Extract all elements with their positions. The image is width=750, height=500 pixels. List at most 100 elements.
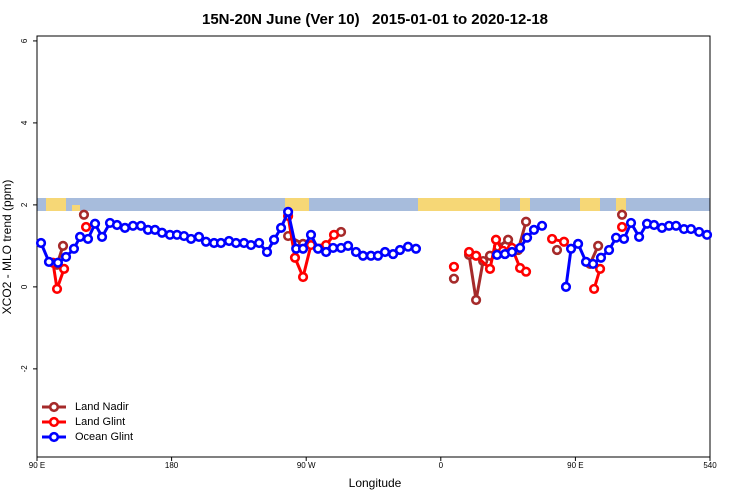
data-point bbox=[546, 233, 558, 245]
data-point bbox=[587, 258, 599, 270]
x-axis-label: Longitude bbox=[349, 476, 402, 490]
map-strip bbox=[37, 198, 710, 211]
data-point bbox=[593, 240, 604, 251]
data-point bbox=[410, 243, 422, 254]
data-point bbox=[402, 241, 414, 252]
legend-marker bbox=[48, 401, 60, 413]
legend-label: Ocean Glint bbox=[75, 431, 133, 443]
data-point bbox=[74, 231, 86, 242]
data-point bbox=[89, 218, 101, 229]
data-point bbox=[625, 217, 637, 229]
y-tick-label: 0 bbox=[20, 284, 29, 289]
data-point bbox=[96, 231, 108, 242]
data-point bbox=[156, 227, 168, 238]
data-point bbox=[701, 229, 713, 240]
data-point bbox=[253, 237, 265, 249]
data-point bbox=[520, 216, 532, 227]
x-tick-label: 90 E bbox=[29, 461, 45, 470]
data-point bbox=[594, 263, 606, 274]
x-tick-label: 180 bbox=[165, 461, 179, 470]
y-tick-label: 4 bbox=[20, 120, 29, 125]
data-point bbox=[448, 261, 460, 272]
data-point bbox=[78, 209, 90, 220]
data-point bbox=[193, 231, 205, 242]
data-point bbox=[506, 246, 518, 258]
legend-label: Land Glint bbox=[75, 416, 125, 428]
data-point bbox=[484, 263, 496, 274]
data-point bbox=[572, 238, 584, 249]
data-point bbox=[289, 252, 301, 263]
data-point bbox=[648, 219, 660, 231]
data-point bbox=[670, 220, 682, 231]
y-tick-label: -2 bbox=[20, 365, 29, 373]
data-point bbox=[693, 226, 705, 238]
data-point bbox=[503, 234, 514, 245]
data-point bbox=[68, 243, 80, 254]
legend-marker bbox=[48, 416, 60, 428]
x-tick-label: 90 E bbox=[567, 461, 583, 470]
data-point bbox=[283, 206, 294, 217]
y-tick-label: 2 bbox=[20, 202, 29, 207]
data-point bbox=[58, 263, 70, 274]
data-point bbox=[261, 246, 273, 258]
data-point bbox=[491, 249, 503, 261]
data-point bbox=[616, 209, 628, 220]
data-point bbox=[448, 273, 460, 284]
data-point bbox=[394, 244, 406, 256]
data-point bbox=[470, 294, 482, 306]
data-point bbox=[35, 237, 47, 249]
data-point bbox=[328, 229, 340, 240]
data-point bbox=[275, 222, 287, 233]
data-point bbox=[111, 219, 123, 231]
legend-label: Land Nadir bbox=[75, 401, 129, 413]
data-point bbox=[320, 246, 332, 258]
data-point bbox=[357, 250, 369, 261]
x-tick-label: 90 W bbox=[297, 461, 316, 470]
data-point bbox=[305, 229, 317, 240]
data-point bbox=[551, 244, 563, 256]
data-point bbox=[616, 221, 628, 233]
x-tick-label: 0 bbox=[439, 461, 444, 470]
y-tick-label: 6 bbox=[20, 38, 29, 43]
data-point bbox=[379, 246, 391, 258]
data-point bbox=[297, 271, 309, 283]
data-point bbox=[618, 233, 630, 245]
data-point bbox=[43, 256, 55, 267]
data-point bbox=[470, 250, 482, 261]
data-point bbox=[312, 243, 324, 254]
x-tick-label: 540 bbox=[703, 461, 717, 470]
data-point bbox=[185, 233, 197, 245]
data-point bbox=[52, 257, 64, 268]
chart-title: 15N-20N June (Ver 10) 2015-01-01 to 2020… bbox=[202, 11, 548, 28]
data-point bbox=[536, 220, 548, 231]
data-point bbox=[603, 244, 615, 256]
data-point bbox=[80, 221, 92, 233]
data-point bbox=[245, 239, 257, 251]
data-point bbox=[51, 283, 63, 295]
data-point bbox=[610, 232, 622, 243]
data-point bbox=[558, 236, 570, 247]
data-point bbox=[200, 236, 212, 247]
y-axis-label: XCO2 - MLO trend (ppm) bbox=[0, 180, 14, 315]
data-point bbox=[328, 242, 339, 254]
data-point bbox=[60, 251, 72, 263]
data-point bbox=[82, 233, 94, 245]
data-point bbox=[528, 224, 540, 235]
data-point bbox=[514, 242, 526, 254]
data-point bbox=[215, 237, 227, 249]
plot-frame bbox=[36, 35, 711, 458]
data-point bbox=[57, 240, 69, 251]
data-point bbox=[490, 234, 502, 245]
data-point bbox=[230, 237, 242, 249]
legend-marker bbox=[48, 431, 60, 443]
data-point bbox=[342, 240, 354, 251]
data-point bbox=[595, 252, 607, 263]
data-point bbox=[521, 232, 533, 243]
data-point bbox=[268, 234, 280, 245]
data-point bbox=[634, 231, 645, 242]
data-point bbox=[135, 220, 147, 231]
data-point bbox=[297, 243, 309, 254]
data-point bbox=[387, 248, 399, 260]
data-point bbox=[565, 243, 577, 254]
